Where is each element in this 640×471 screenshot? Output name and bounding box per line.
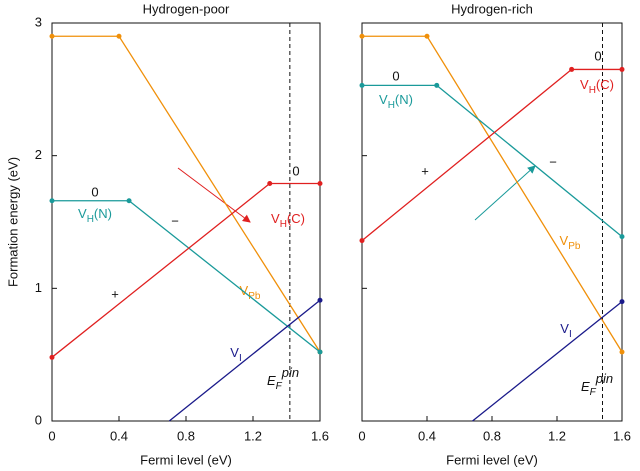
x-tick-label: 0.8: [483, 428, 501, 443]
point: [317, 297, 323, 303]
label-subscript: Pb: [248, 291, 261, 302]
charge-label: +: [421, 163, 429, 178]
label-subscript: H: [280, 219, 287, 230]
point: [359, 33, 365, 39]
point: [619, 66, 625, 72]
point: [49, 33, 55, 39]
label-text: E: [581, 379, 590, 394]
arrow: [177, 167, 251, 223]
label-subscript: F: [590, 387, 597, 398]
series-line: [362, 84, 623, 238]
point: [434, 82, 440, 88]
label-text: V: [560, 233, 569, 248]
label-subscript: I: [569, 329, 572, 340]
arrow: [474, 165, 536, 221]
series-label: VPb: [240, 283, 261, 301]
label-text: V: [78, 206, 87, 221]
point: [126, 198, 132, 204]
label-text: V: [379, 92, 388, 107]
x-tick-label: 0.4: [110, 428, 128, 443]
series-line: [51, 182, 320, 358]
panel-title: Hydrogen-poor: [143, 1, 230, 16]
x-tick-label: 1.6: [613, 428, 631, 443]
label-text: (N): [395, 92, 413, 107]
charge-label: 0: [91, 184, 98, 199]
point: [49, 354, 55, 360]
point: [619, 299, 625, 305]
label-text: V: [271, 211, 280, 226]
label-text: (N): [94, 206, 112, 221]
x-tick-label: 0.8: [177, 428, 195, 443]
x-axis-title: Fermi level (eV): [140, 452, 232, 467]
point: [267, 181, 273, 187]
charge-label: 0: [392, 68, 399, 83]
series-label: VI: [560, 321, 571, 339]
series-line: [472, 301, 623, 422]
point: [619, 349, 625, 355]
label-subscript: Pb: [568, 241, 581, 252]
point: [569, 66, 575, 72]
label-subscript: H: [87, 214, 94, 225]
series-label: VH(N): [78, 206, 112, 224]
point: [49, 198, 55, 204]
series-label: VI: [230, 345, 241, 363]
point: [317, 349, 323, 355]
label-subscript: H: [388, 100, 395, 111]
x-tick-label: 0: [48, 428, 55, 443]
x-tick-label: 0: [358, 428, 365, 443]
charge-label: 0: [594, 48, 601, 63]
label-subscript: F: [276, 381, 283, 392]
label-text: (C): [287, 211, 305, 226]
series-label: VPb: [560, 233, 581, 251]
point: [116, 33, 122, 39]
charge-label: 0: [292, 163, 299, 178]
series-line: [168, 299, 321, 422]
label-text: (C): [596, 77, 614, 92]
label-text: pin: [595, 371, 613, 386]
label-subscript: H: [589, 85, 596, 96]
charge-label: +: [111, 286, 119, 301]
label-subscript: I: [239, 353, 242, 364]
y-axis-title: Formation energy (eV): [5, 157, 20, 287]
label-text: V: [580, 77, 589, 92]
pin-label: EFpin: [267, 365, 299, 391]
series-label: VH(C): [271, 211, 305, 229]
label-text: V: [230, 345, 239, 360]
x-tick-label: 1.2: [548, 428, 566, 443]
point: [619, 234, 625, 240]
charge-label: −: [171, 213, 179, 228]
label-text: E: [267, 373, 276, 388]
charge-label: −: [549, 154, 557, 169]
point: [359, 238, 365, 244]
panel-title: Hydrogen-rich: [451, 1, 533, 16]
x-tick-label: 1.6: [311, 428, 329, 443]
pin-label: EFpin: [581, 371, 613, 397]
y-tick-label: 2: [35, 147, 42, 162]
point: [424, 33, 430, 39]
x-tick-label: 0.4: [418, 428, 436, 443]
label-text: V: [240, 283, 249, 298]
series-label: VH(C): [580, 77, 614, 95]
x-axis-title: Fermi level (eV): [446, 452, 538, 467]
label-text: V: [560, 321, 569, 336]
y-tick-label: 3: [35, 14, 42, 29]
series-label: VH(N): [379, 92, 413, 110]
point: [317, 181, 323, 187]
y-tick-label: 1: [35, 280, 42, 295]
y-tick-label: 0: [35, 412, 42, 427]
x-tick-label: 1.2: [244, 428, 262, 443]
point: [359, 82, 365, 88]
label-text: pin: [281, 365, 299, 380]
